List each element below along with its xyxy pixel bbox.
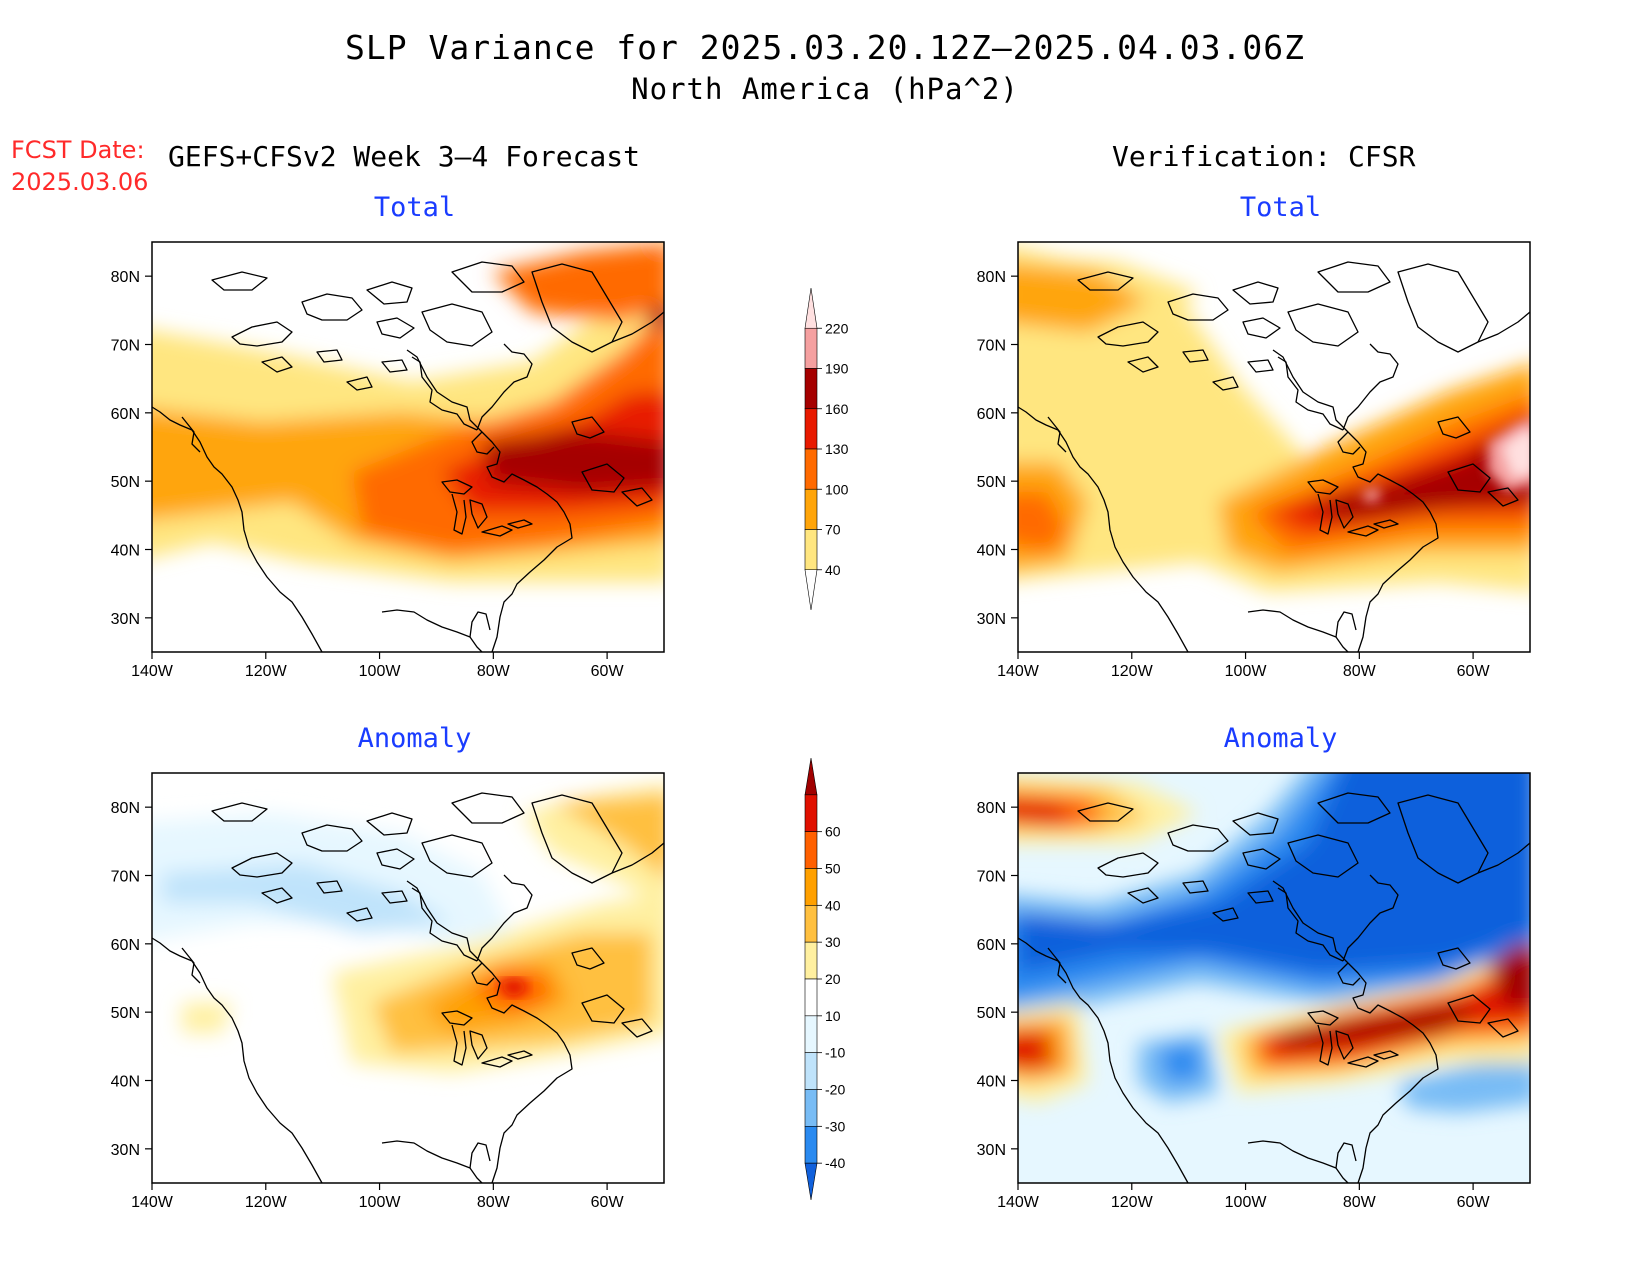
lon-tick-label: 120W	[1111, 1194, 1154, 1211]
lon-tick-label: 80W	[1343, 1194, 1377, 1211]
colorbar-swatch	[804, 448, 818, 490]
colorbar-swatch	[804, 1126, 818, 1164]
colorbar-swatch	[804, 794, 818, 832]
colorbar-swatch	[804, 1089, 818, 1127]
lon-tick-label: 100W	[1225, 663, 1268, 680]
lon-tick-label: 140W	[997, 663, 1040, 680]
total-colorbar: 40 70 100 130 160 190 220	[804, 287, 849, 611]
lat-tick-label: 70N	[111, 869, 140, 886]
lat-tick-label: 40N	[977, 543, 1006, 560]
lon-tick-label: 60W	[1457, 663, 1491, 680]
colorbar-swatch	[804, 1052, 818, 1090]
colorbar-level-label: 50	[825, 861, 841, 877]
colorbar-level-label: 60	[825, 824, 841, 840]
colorbar-swatch	[804, 831, 818, 869]
colorbar-level-label: 160	[825, 401, 849, 417]
verification-total-title: Total	[1239, 192, 1322, 223]
verification-anomaly-title: Anomaly	[1223, 723, 1338, 754]
lon-tick-label: 100W	[1225, 1194, 1268, 1211]
lat-tick-label: 60N	[111, 406, 140, 423]
lat-tick-label: 40N	[111, 1074, 140, 1091]
colorbar-swatch	[804, 529, 818, 571]
verification-column-header: Verification: CFSR	[1112, 140, 1416, 173]
lat-tick-label: 30N	[977, 611, 1006, 628]
lon-tick-label: 140W	[131, 1194, 174, 1211]
lon-tick-label: 60W	[591, 1194, 625, 1211]
forecast-column-header: GEFS+CFSv2 Week 3–4 Forecast	[168, 140, 641, 173]
lon-tick-label: 80W	[477, 663, 511, 680]
colorbar-swatch	[804, 978, 818, 1017]
lat-tick-label: 60N	[111, 937, 140, 954]
lat-tick-label: 30N	[977, 1142, 1006, 1159]
lat-tick-label: 30N	[111, 1142, 140, 1159]
forecast-anomaly-map	[151, 772, 665, 1184]
forecast-total-title: Total	[373, 192, 456, 223]
colorbar-level-label: 10	[825, 1008, 841, 1024]
forecast-total-map	[151, 241, 665, 653]
colorbar-level-label: -30	[825, 1118, 845, 1134]
colorbar-level-label: 20	[825, 971, 841, 987]
colorbar-level-label: 40	[825, 562, 841, 578]
lat-tick-label: 80N	[977, 269, 1006, 286]
colorbar-level-label: 70	[825, 522, 841, 538]
lat-tick-label: 80N	[111, 800, 140, 817]
lat-tick-label: 40N	[111, 543, 140, 560]
lat-tick-label: 60N	[977, 937, 1006, 954]
lon-tick-label: 140W	[997, 1194, 1040, 1211]
colorbar-swatch	[804, 569, 818, 611]
colorbar-level-label: 100	[825, 481, 849, 497]
lon-tick-label: 140W	[131, 663, 174, 680]
verification-anomaly-map	[1017, 772, 1531, 1184]
colorbar-swatch	[804, 941, 818, 980]
lat-tick-label: 50N	[111, 1005, 140, 1022]
lon-tick-label: 80W	[1343, 663, 1377, 680]
lat-tick-label: 80N	[977, 800, 1006, 817]
colorbar-swatch	[804, 1162, 818, 1201]
lat-tick-label: 50N	[977, 474, 1006, 491]
lon-tick-label: 60W	[1457, 1194, 1491, 1211]
lat-tick-label: 50N	[977, 1005, 1006, 1022]
colorbar-swatch	[804, 327, 818, 369]
lat-tick-label: 70N	[977, 338, 1006, 355]
anomaly-colorbar: -40 -30 -20 -10 10 20 30 40 50 60	[804, 757, 845, 1201]
colorbar-level-label: -20	[825, 1082, 845, 1098]
main-subtitle: North America (hPa^2)	[631, 72, 1019, 106]
colorbar-level-label: -10	[825, 1045, 845, 1061]
verification-total-map	[1017, 241, 1531, 653]
lat-tick-label: 50N	[111, 474, 140, 491]
lat-tick-label: 80N	[111, 269, 140, 286]
colorbar-level-label: 40	[825, 897, 841, 913]
colorbar-swatch	[804, 868, 818, 906]
colorbar-level-label: -40	[825, 1155, 845, 1171]
colorbar-swatch	[804, 1015, 818, 1053]
lon-tick-label: 120W	[1111, 663, 1154, 680]
forecast-anomaly-title: Anomaly	[357, 723, 472, 754]
lon-tick-label: 60W	[591, 663, 625, 680]
lat-tick-label: 70N	[977, 869, 1006, 886]
lon-tick-label: 80W	[477, 1194, 511, 1211]
colorbar-swatch	[804, 488, 818, 530]
colorbar-swatch	[804, 287, 818, 329]
lat-tick-label: 40N	[977, 1074, 1006, 1091]
fcst-date-label: FCST Date:	[11, 136, 145, 164]
lon-tick-label: 100W	[359, 1194, 402, 1211]
lat-tick-label: 30N	[111, 611, 140, 628]
lon-tick-label: 120W	[245, 1194, 288, 1211]
colorbar-swatch	[804, 905, 818, 943]
lon-tick-label: 100W	[359, 663, 402, 680]
colorbar-level-label: 190	[825, 361, 849, 377]
lat-tick-label: 70N	[111, 338, 140, 355]
colorbar-swatch	[804, 757, 818, 796]
colorbar-level-label: 130	[825, 441, 849, 457]
lat-tick-label: 60N	[977, 406, 1006, 423]
colorbar-level-label: 30	[825, 934, 841, 950]
colorbar-swatch	[804, 408, 818, 450]
colorbar-swatch	[804, 368, 818, 410]
lon-tick-label: 120W	[245, 663, 288, 680]
main-title: SLP Variance for 2025.03.20.12Z–2025.04.…	[345, 28, 1305, 67]
colorbar-level-label: 220	[825, 320, 849, 336]
fcst-date-value: 2025.03.06	[11, 168, 149, 196]
